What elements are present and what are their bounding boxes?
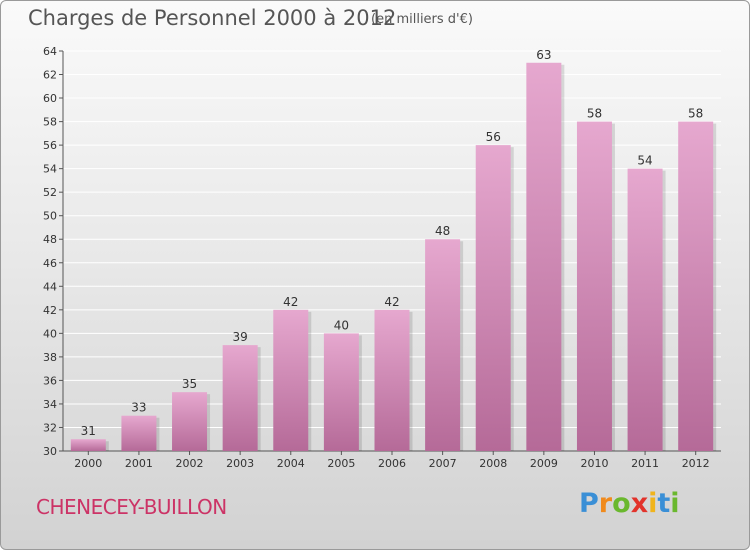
x-tick-label: 2010 — [580, 457, 608, 470]
chart-title: Charges de Personnel 2000 à 2012 — [28, 6, 397, 30]
bar — [222, 345, 258, 451]
data-label: 40 — [334, 318, 349, 332]
x-tick-label: 2011 — [631, 457, 659, 470]
bar — [172, 392, 208, 451]
x-tick-label: 2006 — [378, 457, 406, 470]
bar — [323, 333, 359, 451]
x-tick-label: 2007 — [429, 457, 457, 470]
data-label: 42 — [384, 295, 399, 309]
logo-letter: t — [657, 488, 671, 519]
logo-letter: P — [579, 488, 599, 519]
y-tick-label: 54 — [43, 163, 57, 176]
y-tick-label: 40 — [43, 327, 57, 340]
data-label: 58 — [688, 107, 703, 121]
x-tick-label: 2012 — [682, 457, 710, 470]
y-tick-label: 62 — [43, 69, 57, 82]
x-tick-label: 2000 — [74, 457, 102, 470]
commune-name: CHENECEY-BUILLON — [36, 495, 227, 519]
data-label: 63 — [536, 48, 551, 62]
y-tick-label: 60 — [43, 92, 57, 105]
y-tick-label: 58 — [43, 116, 57, 129]
bar — [121, 415, 157, 451]
y-tick-label: 36 — [43, 374, 57, 387]
bar — [627, 168, 663, 451]
y-tick-label: 32 — [43, 421, 57, 434]
y-tick-label: 50 — [43, 210, 57, 223]
x-tick-label: 2008 — [479, 457, 507, 470]
logo-letter: o — [612, 488, 631, 519]
chart-subtitle: (en milliers d'€) — [371, 12, 473, 27]
bar — [273, 309, 309, 451]
proxiti-logo: Proxiti — [579, 488, 680, 519]
y-tick-label: 64 — [43, 45, 57, 58]
y-tick-label: 56 — [43, 139, 57, 152]
x-tick-label: 2002 — [176, 457, 204, 470]
y-tick-label: 52 — [43, 186, 57, 199]
x-tick-label: 2001 — [125, 457, 153, 470]
x-tick-label: 2009 — [530, 457, 558, 470]
logo-letter: x — [630, 488, 649, 519]
bar — [678, 121, 714, 452]
y-tick-label: 42 — [43, 304, 57, 317]
data-label: 48 — [435, 224, 450, 238]
bar — [425, 239, 461, 451]
y-tick-label: 44 — [43, 280, 57, 293]
data-label: 54 — [637, 154, 652, 168]
bar — [475, 145, 511, 451]
data-label: 56 — [486, 130, 501, 144]
x-tick-label: 2004 — [277, 457, 305, 470]
y-tick-label: 38 — [43, 351, 57, 364]
logo-letter: i — [648, 488, 658, 519]
data-label: 58 — [587, 107, 602, 121]
logo-letter: r — [598, 488, 613, 519]
bar — [526, 62, 562, 451]
data-label: 31 — [81, 424, 96, 438]
y-tick-label: 34 — [43, 398, 57, 411]
y-tick-label: 46 — [43, 257, 57, 270]
x-tick-label: 2005 — [327, 457, 355, 470]
bar — [70, 439, 106, 451]
y-tick-label: 30 — [43, 445, 57, 458]
bar — [374, 309, 410, 451]
data-label: 35 — [182, 377, 197, 391]
x-tick-label: 2003 — [226, 457, 254, 470]
logo-letter: i — [670, 488, 680, 519]
y-tick-label: 48 — [43, 233, 57, 246]
data-label: 42 — [283, 295, 298, 309]
data-label: 33 — [131, 401, 146, 415]
bar — [576, 121, 612, 452]
data-label: 39 — [233, 330, 248, 344]
